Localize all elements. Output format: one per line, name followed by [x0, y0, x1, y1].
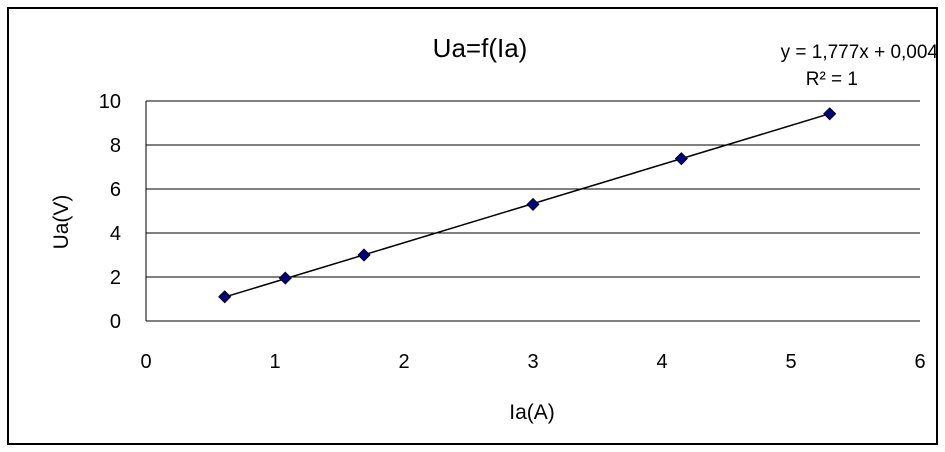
data-point — [278, 271, 292, 285]
data-point — [218, 290, 232, 304]
x-axis-label: Ia(A) — [509, 401, 555, 424]
x-tick-label: 3 — [527, 351, 538, 373]
y-tick-label: 2 — [110, 267, 121, 289]
x-tick-label: 1 — [269, 351, 280, 373]
x-tick-label: 5 — [785, 351, 796, 373]
data-point — [823, 107, 837, 121]
x-tick-label: 0 — [140, 351, 151, 373]
trendline — [224, 112, 830, 298]
x-tick-label: 6 — [914, 351, 925, 373]
y-tick-label: 4 — [110, 223, 121, 245]
data-point — [674, 152, 688, 166]
data-point — [357, 248, 371, 262]
trendline-r2: R² = 1 — [806, 69, 858, 90]
x-tick-label: 4 — [656, 351, 667, 373]
chart-frame — [7, 7, 938, 445]
y-axis-label: Ua(V) — [50, 195, 73, 250]
y-tick-label: 10 — [99, 91, 121, 113]
y-tick-label: 0 — [110, 311, 121, 333]
y-tick-label: 8 — [110, 135, 121, 157]
chart-title: Ua=f(Ia) — [433, 33, 528, 63]
x-tick-label: 2 — [398, 351, 409, 373]
data-point — [526, 197, 540, 211]
trendline-equation: y = 1,777x + 0,004 — [781, 42, 939, 63]
y-tick-label: 6 — [110, 179, 121, 201]
